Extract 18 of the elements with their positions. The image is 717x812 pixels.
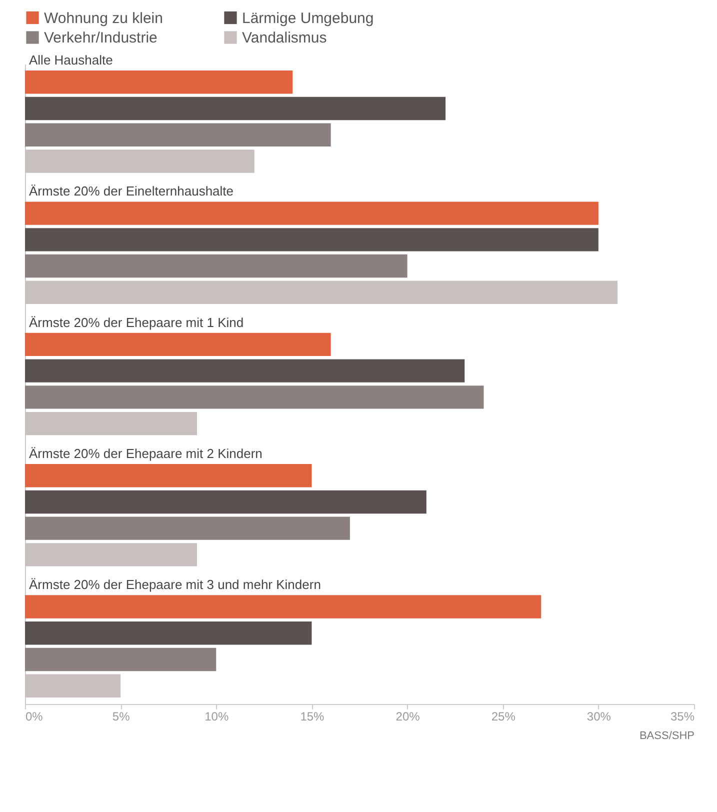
y-tick-label: Alle Haushalte xyxy=(29,52,113,68)
legend-label: Wohnung zu klein xyxy=(44,10,163,27)
y-tick-label: Ärmste 20% der Ehepaare mit 1 Kind xyxy=(29,314,244,330)
legend-label: Verkehr/Industrie xyxy=(44,30,158,46)
y-tick-label: Ärmste 20% der Ehepaare mit 3 und mehr Kindern xyxy=(29,577,321,592)
legend-label: Lärmige Umgebung xyxy=(242,10,374,27)
x-tick-label: 35% xyxy=(670,710,695,724)
x-tick-label: 5% xyxy=(112,710,130,724)
legend-label: Vandalismus xyxy=(242,30,327,46)
x-tick-label: 20% xyxy=(396,710,420,724)
x-tick-label: 15% xyxy=(300,710,325,724)
x-tick-label: 30% xyxy=(586,710,612,724)
text: BASS/SHP xyxy=(639,730,694,742)
y-tick-label: Ärmste 20% der Einelternhaushalte xyxy=(29,184,234,199)
x-tick-label: 25% xyxy=(491,710,516,724)
x-tick-label: 10% xyxy=(204,710,229,724)
x-tick-label: 0% xyxy=(26,710,44,724)
y-tick-label: Ärmste 20% der Ehepaare mit 2 Kindern xyxy=(29,446,262,461)
